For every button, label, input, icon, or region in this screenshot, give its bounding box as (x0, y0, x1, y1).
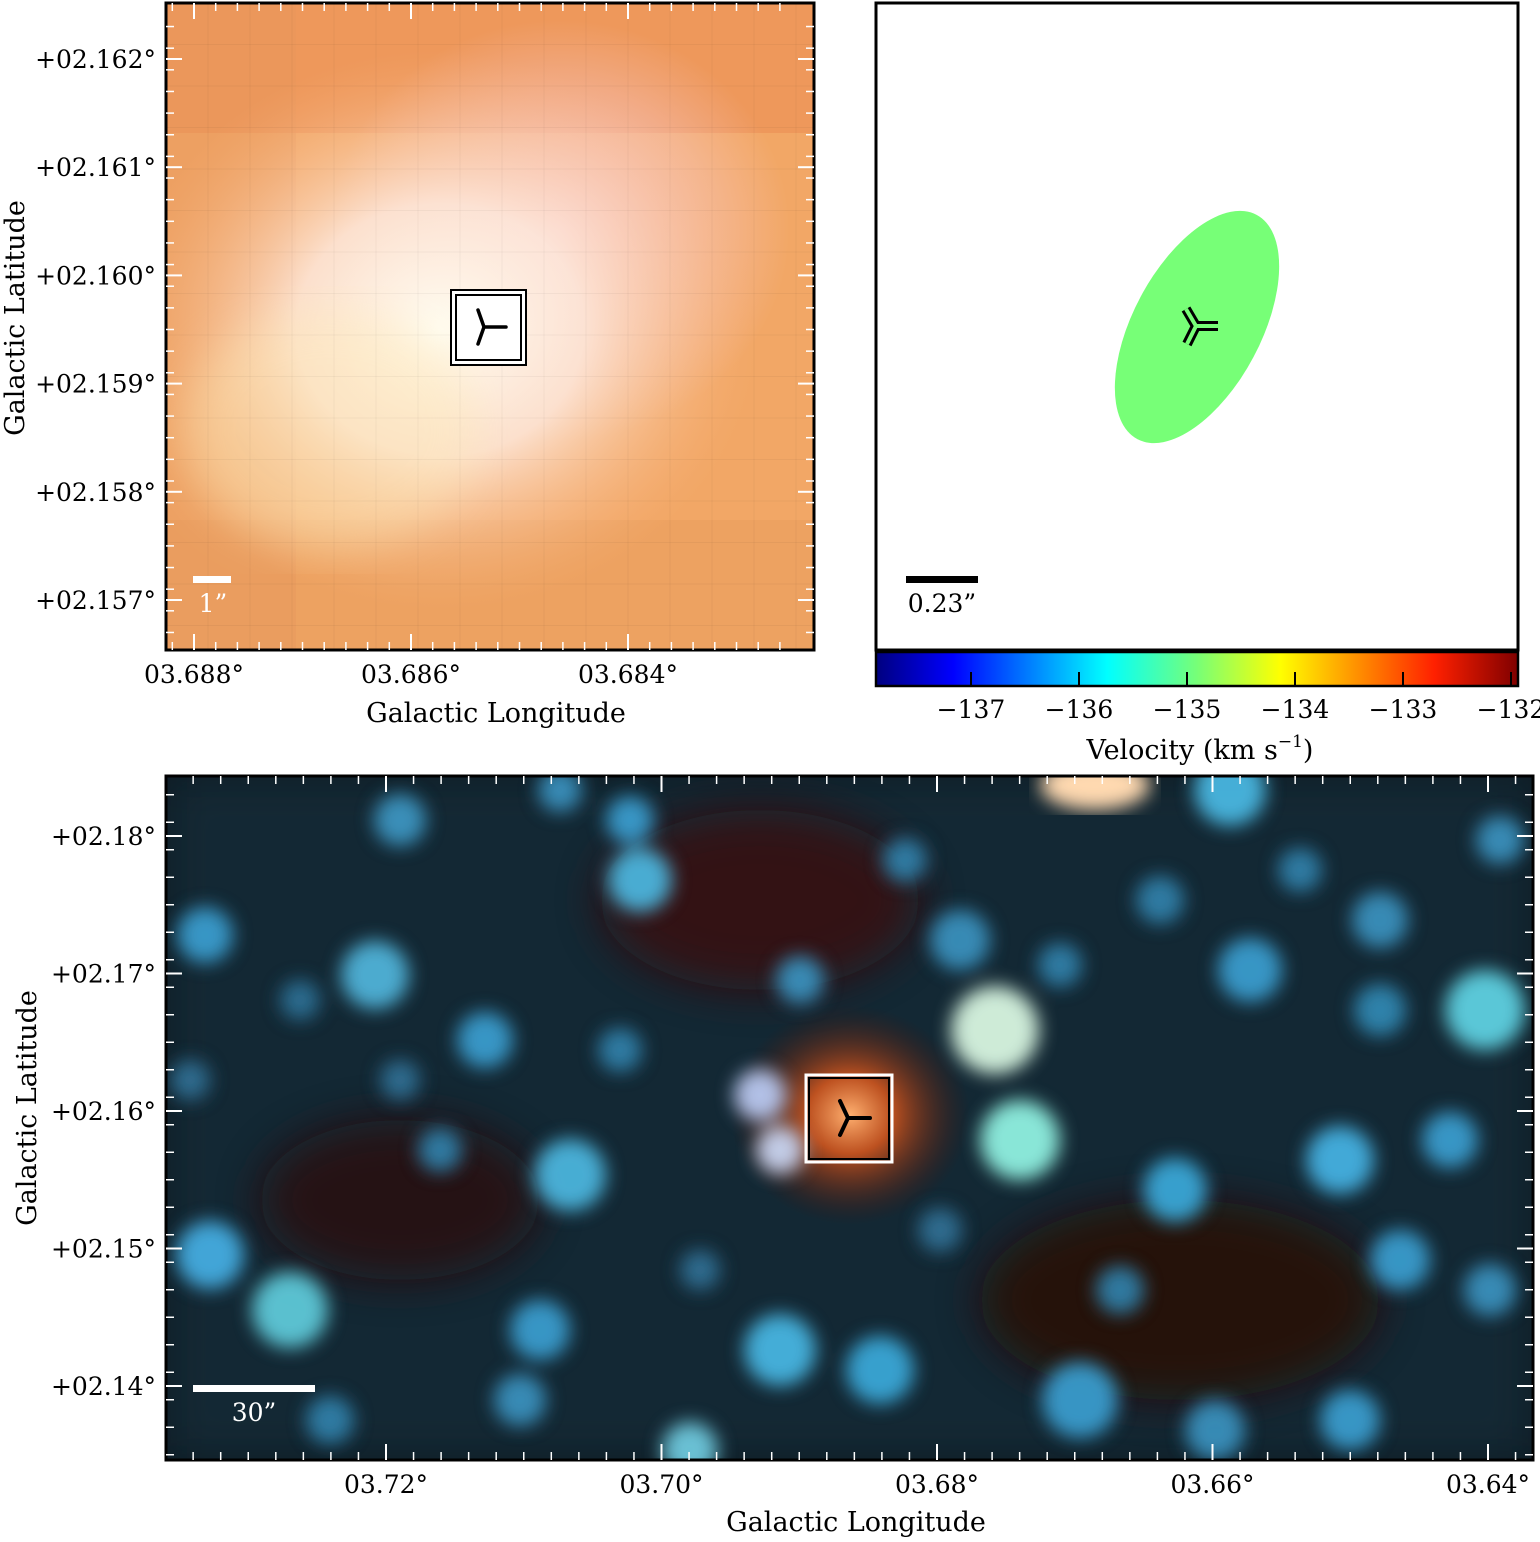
star-blob (252, 1272, 328, 1348)
source-marker-icon (450, 289, 527, 366)
star-blob (1096, 1266, 1144, 1314)
top-left-panel: +02.162° +02.161° +02.160° +02.159° +02.158°… (0, 1, 816, 729)
star-blob (756, 1126, 804, 1174)
top-left-scalebar (193, 576, 231, 583)
star-blob (930, 910, 990, 970)
xtick-label: 03.66° (1170, 1470, 1254, 1499)
colorbar-tick-label: −133 (1369, 695, 1438, 724)
bottom-scalebar-label: 30” (232, 1398, 277, 1427)
star-blob (418, 1128, 462, 1172)
star-blob (170, 1060, 210, 1100)
star-blob (306, 1396, 354, 1444)
star-blob (1476, 816, 1524, 864)
star-blob (538, 776, 582, 812)
top-right-panel: 0.23” −137 −136 −135 −134 −133 −132 Velocity … (874, 1, 1540, 766)
bottom-panel: +02.18° +02.17° +02.16° +02.15° +02.14° 03.7… (12, 774, 1535, 1538)
star-blob (1354, 984, 1406, 1036)
ytick-label: +02.161° (35, 153, 156, 182)
star-blob (176, 1221, 244, 1289)
star-blob (1038, 943, 1082, 987)
star-blob (662, 1422, 718, 1460)
ytick-label: +02.160° (35, 261, 156, 290)
ytick-label: +02.14° (51, 1372, 156, 1401)
colorbar-tick-label: −135 (1153, 695, 1222, 724)
top-left-scalebar-label: 1” (199, 589, 228, 618)
top-left-frame (164, 1, 816, 652)
colorbar-label: Velocity (km s−1) (1086, 732, 1314, 766)
velocity-colorbar (874, 650, 1520, 688)
ytick-label: +02.159° (35, 370, 156, 399)
xtick-label: 03.72° (344, 1470, 428, 1499)
star-blob (1185, 1400, 1245, 1460)
star-blob (598, 1028, 642, 1072)
colorbar-tick-label: −137 (937, 695, 1006, 724)
star-blob (680, 1250, 720, 1290)
star-blob (280, 980, 320, 1020)
star-blob (380, 1060, 420, 1100)
top-left-ylabel: Galactic Latitude (0, 200, 31, 436)
source-marker-icon (804, 1073, 894, 1164)
star-blob (1136, 876, 1184, 924)
xtick-label: 03.686° (361, 660, 461, 689)
colorbar-tick-label: −134 (1261, 695, 1330, 724)
star-blob (883, 838, 927, 882)
bottom-scalebar (193, 1385, 315, 1392)
star-blob (177, 907, 233, 963)
star-blob (1278, 848, 1322, 892)
star-blob (457, 1012, 513, 1068)
top-left-xlabel: Galactic Longitude (366, 698, 626, 729)
star-blob (980, 1100, 1060, 1180)
star-blob (1370, 1230, 1430, 1290)
xtick-label: 03.68° (895, 1470, 979, 1499)
star-blob (608, 848, 672, 912)
top-right-scalebar-label: 0.23” (908, 589, 976, 618)
star-blob (534, 1139, 606, 1211)
ytick-label: +02.157° (35, 586, 156, 615)
ytick-label: +02.162° (35, 45, 156, 74)
source-marker-icon (1181, 306, 1218, 347)
ytick-label: +02.16° (51, 1097, 156, 1126)
star-blob (744, 1314, 816, 1386)
star-blob (1306, 1126, 1374, 1194)
star-blob (1143, 1158, 1207, 1222)
star-blob (1445, 970, 1525, 1050)
bottom-ylabel: Galactic Latitude (12, 990, 43, 1226)
star-blob (1422, 1112, 1478, 1168)
bottom-frame (164, 774, 1535, 1462)
star-blob (846, 1336, 914, 1404)
xtick-label: 03.688° (144, 660, 244, 689)
colorbar-tick-label: −132 (1477, 695, 1540, 724)
xtick-label: 03.64° (1446, 1470, 1530, 1499)
star-blob (341, 941, 409, 1009)
ytick-label: +02.15° (51, 1235, 156, 1264)
star-blob (1042, 1362, 1118, 1438)
colorbar-tick-label: −136 (1045, 695, 1114, 724)
ytick-label: +02.17° (51, 960, 156, 989)
star-blob (1320, 1390, 1380, 1450)
bottom-xlabel: Galactic Longitude (726, 1507, 986, 1538)
xtick-label: 03.684° (578, 660, 678, 689)
xtick-label: 03.70° (619, 1470, 703, 1499)
star-blob (606, 796, 654, 844)
star-blob (510, 1300, 570, 1360)
star-blob (951, 986, 1039, 1074)
star-blob (374, 794, 426, 846)
star-blob (734, 1069, 786, 1121)
ytick-label: +02.18° (51, 822, 156, 851)
star-blob (776, 956, 824, 1004)
star-blob (1352, 892, 1408, 948)
ytick-label: +02.158° (35, 478, 156, 507)
star-blob (918, 1208, 962, 1252)
star-blob (1464, 1264, 1516, 1316)
top-right-scalebar (906, 576, 978, 583)
star-blob (1218, 938, 1282, 1002)
star-blob (494, 1374, 546, 1426)
